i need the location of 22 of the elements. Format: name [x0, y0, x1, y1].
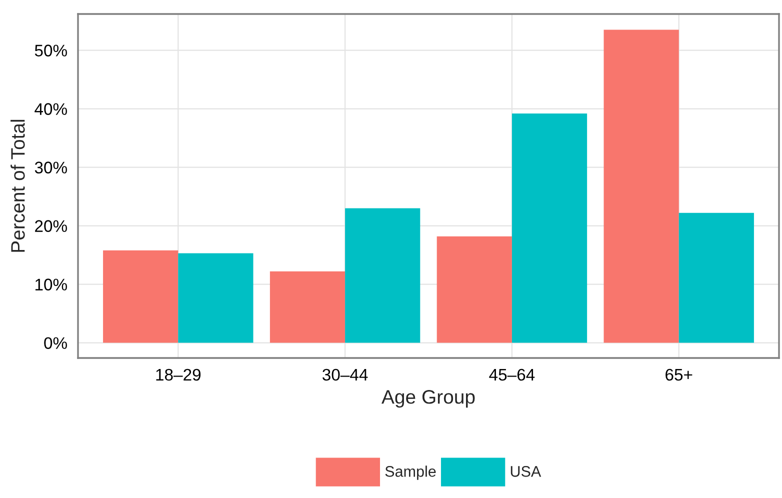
bar	[512, 113, 588, 343]
bar	[604, 30, 679, 343]
y-tick-label: 10%	[35, 278, 67, 290]
y-tick-label: 0%	[44, 337, 67, 349]
x-tick-label: 45–64	[489, 368, 535, 381]
x-tick-label: 30–44	[322, 368, 368, 381]
y-axis-title: Percent of Total	[10, 120, 25, 252]
bar	[103, 250, 178, 343]
y-tick-label: 50%	[34, 44, 67, 56]
bar	[178, 253, 254, 343]
legend-label: USA	[510, 466, 542, 477]
y-tick-label: 30%	[34, 162, 67, 174]
x-tick-label: 65+	[666, 368, 692, 381]
y-tick-label: 40%	[34, 103, 67, 115]
x-axis-title: Age Group	[382, 390, 475, 408]
bar	[678, 212, 754, 343]
legend-label: Sample	[385, 466, 436, 480]
bar	[270, 271, 346, 343]
bar	[345, 208, 420, 343]
y-tick-label: 20%	[35, 220, 67, 232]
x-tick-label: 18–29	[156, 368, 201, 381]
bar	[436, 236, 512, 343]
